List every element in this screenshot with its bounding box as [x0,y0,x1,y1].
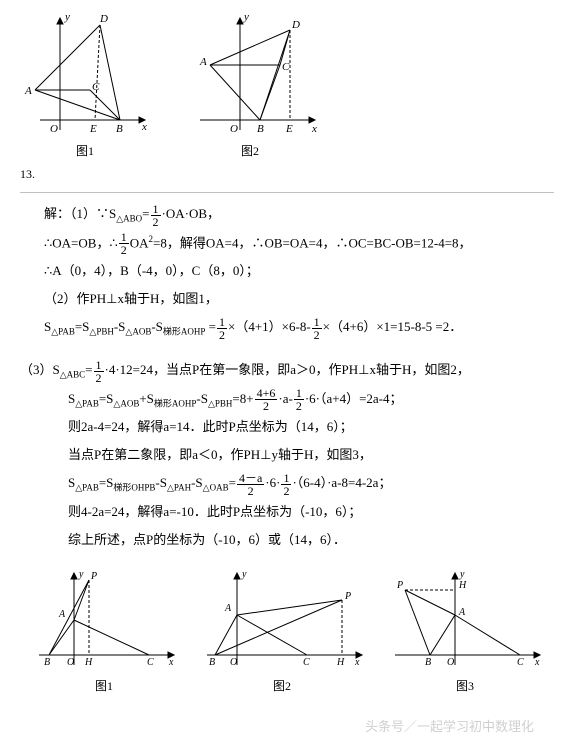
svg-text:y: y [243,11,249,23]
svg-text:y: y [64,11,70,23]
svg-text:A: A [224,603,232,614]
svg-text:O: O [50,123,58,135]
sol-line-10: S△PAB=S梯形OHPB-S△PAH-S△OAB=4－a2·6·12·（6-4… [20,470,554,497]
fig1-svg: y x O A B C D E [20,10,150,140]
svg-text:H: H [336,657,345,668]
svg-text:C: C [303,657,310,668]
svg-text:A: A [58,609,66,620]
svg-text:B: B [209,657,215,668]
watermark: 头条号／一起学习初中数理化 [365,716,534,735]
sol-line-2: ∴OA=OB，∴12OA2=8，解得OA=4，∴OB=OA=4，∴OC=BC-O… [20,230,554,257]
svg-text:C: C [147,657,154,668]
top-fig-2: y x O A B C D E 图2 [180,10,320,159]
sol-line-5: S△PAB=S△PBH-S△AOB-S梯形AOHP =12×（4+1）×6-8-… [20,314,554,341]
svg-text:D: D [99,13,108,25]
sol-line-12: 综上所述，点P的坐标为（-10，6）或（14，6）． [20,527,554,553]
svg-text:C: C [517,657,524,668]
fig2-label: 图2 [180,142,320,159]
sol-line-6: （3）S△ABC=12·4·12=24，当点P在第一象限，即a＞0，作PH⊥x轴… [20,357,554,384]
svg-text:x: x [354,657,360,668]
svg-text:P: P [90,571,97,582]
botfig3-label: 图3 [385,677,545,694]
svg-text:A: A [458,607,466,618]
svg-text:D: D [291,19,300,31]
svg-text:P: P [344,591,351,602]
svg-text:O: O [67,657,74,668]
svg-text:y: y [241,569,247,580]
solution-body: 解：（1）∵S△ABO=12·OA·OB， ∴OA=OB，∴12OA2=8，解得… [20,201,554,553]
svg-text:B: B [425,657,431,668]
svg-text:B: B [44,657,50,668]
sol-line-4: （2）作PH⊥x轴于H，如图1， [20,286,554,312]
question-number: 13. [20,167,554,182]
svg-text:C: C [282,61,290,73]
svg-text:y: y [78,569,84,580]
fig1-label: 图1 [20,142,150,159]
top-figures: y x O A B C D E 图1 [20,10,554,159]
sol-line-8: 则2a-4=24，解得a=14．此时P点坐标为（14，6）； [20,414,554,440]
bottom-figures: y x O A B C P H 图1 [20,565,554,694]
sol-line-1: 解：（1）∵S△ABO=12·OA·OB， [20,201,554,228]
svg-text:E: E [89,123,97,135]
svg-text:C: C [92,81,100,93]
svg-text:B: B [116,123,123,135]
botfig2-label: 图2 [197,677,367,694]
sol-line-7: S△PAB=S△AOB+S梯形AOHP-S△PBH=8+4+62·a-12·6·… [20,386,554,413]
svg-text:H: H [458,580,467,591]
svg-text:A: A [24,85,32,97]
svg-text:x: x [141,121,147,133]
divider [20,192,554,193]
svg-text:x: x [534,657,540,668]
bot-fig-2: y x O A B C P H 图2 [197,565,367,694]
svg-text:E: E [285,123,293,135]
svg-text:O: O [230,123,238,135]
svg-text:B: B [257,123,264,135]
fig2-svg: y x O A B C D E [180,10,320,140]
bot-fig-1: y x O A B C P H 图1 [29,565,179,694]
svg-text:x: x [311,123,317,135]
svg-text:O: O [230,657,237,668]
botfig1-label: 图1 [29,677,179,694]
svg-text:P: P [396,580,403,591]
bot-fig-3: y x O A B C P H 图3 [385,565,545,694]
sol-line-3: ∴A（0，4），B（-4，0），C（8，0）； [20,258,554,284]
svg-text:x: x [168,657,174,668]
sol-line-9: 当点P在第二象限，即a＜0，作PH⊥y轴于H，如图3， [20,442,554,468]
sol-line-11: 则4-2a=24，解得a=-10．此时P点坐标为（-10，6）； [20,499,554,525]
top-fig-1: y x O A B C D E 图1 [20,10,150,159]
svg-text:O: O [447,657,454,668]
svg-text:A: A [199,56,207,68]
svg-text:H: H [84,657,93,668]
svg-text:y: y [459,569,465,580]
